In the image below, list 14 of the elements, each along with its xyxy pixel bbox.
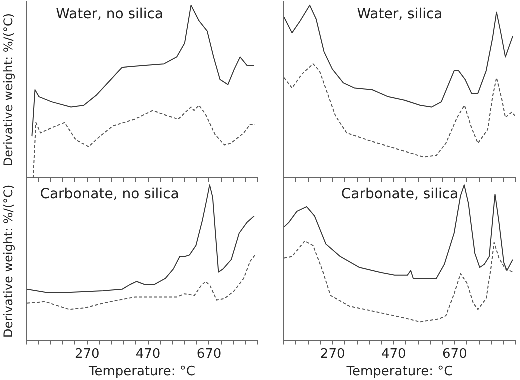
x-axis-title: Temperature: °C [88,364,196,380]
x-tick-label: 470 [381,346,406,362]
y-axis-title: Derivative weight: %/(°C) [1,13,16,167]
chart-title: Water, no silica [56,6,164,23]
x-tick-label: 670 [196,346,222,362]
chart-title: Carbonate, silica [341,186,459,203]
y-axis-title: Derivative weight: %/(°C) [1,184,16,338]
x-tick-label: 270 [74,346,100,362]
chart-title: Carbonate, no silica [40,186,180,203]
x-tick-label: 270 [320,346,346,362]
chart-title: Water, silica [357,6,443,23]
x-tick-label: 470 [136,346,161,362]
x-tick-label: 670 [442,346,468,362]
x-axis-title: Temperature: °C [346,364,454,380]
